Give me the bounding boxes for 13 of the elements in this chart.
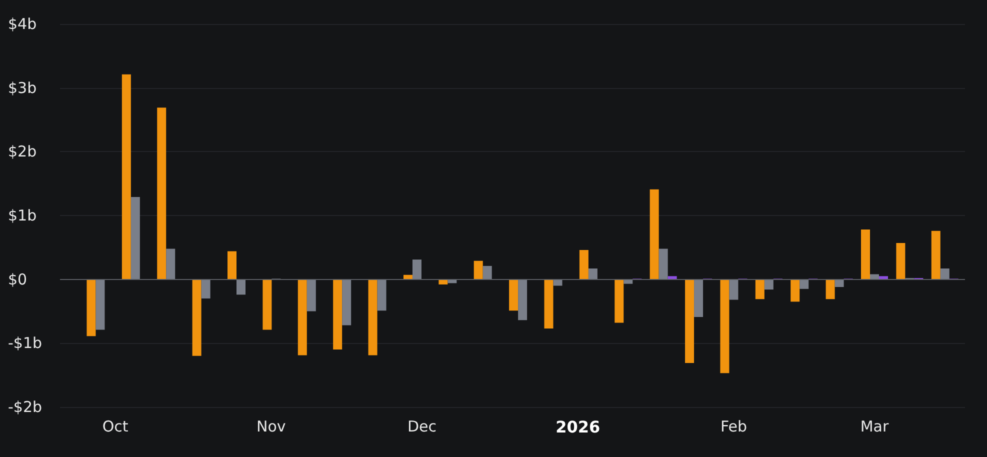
x-tick-label: Nov [256, 418, 286, 436]
x-tick-label: 2026 [556, 418, 600, 436]
y-tick-label: $2b [8, 142, 37, 161]
y-tick-label: -$1b [8, 334, 42, 352]
x-tick-label: Mar [860, 418, 890, 436]
x-tick-label: Feb [720, 418, 748, 436]
x-tick-label: Oct [102, 418, 128, 436]
x-tick-label: Dec [407, 418, 437, 436]
y-tick-label: $4b [8, 15, 37, 33]
y-tick-label: -$2b [8, 398, 42, 416]
y-tick-label: $3b [8, 78, 37, 97]
y-tick-label: $1b [8, 206, 37, 224]
y-tick-label: $0 [8, 270, 28, 288]
